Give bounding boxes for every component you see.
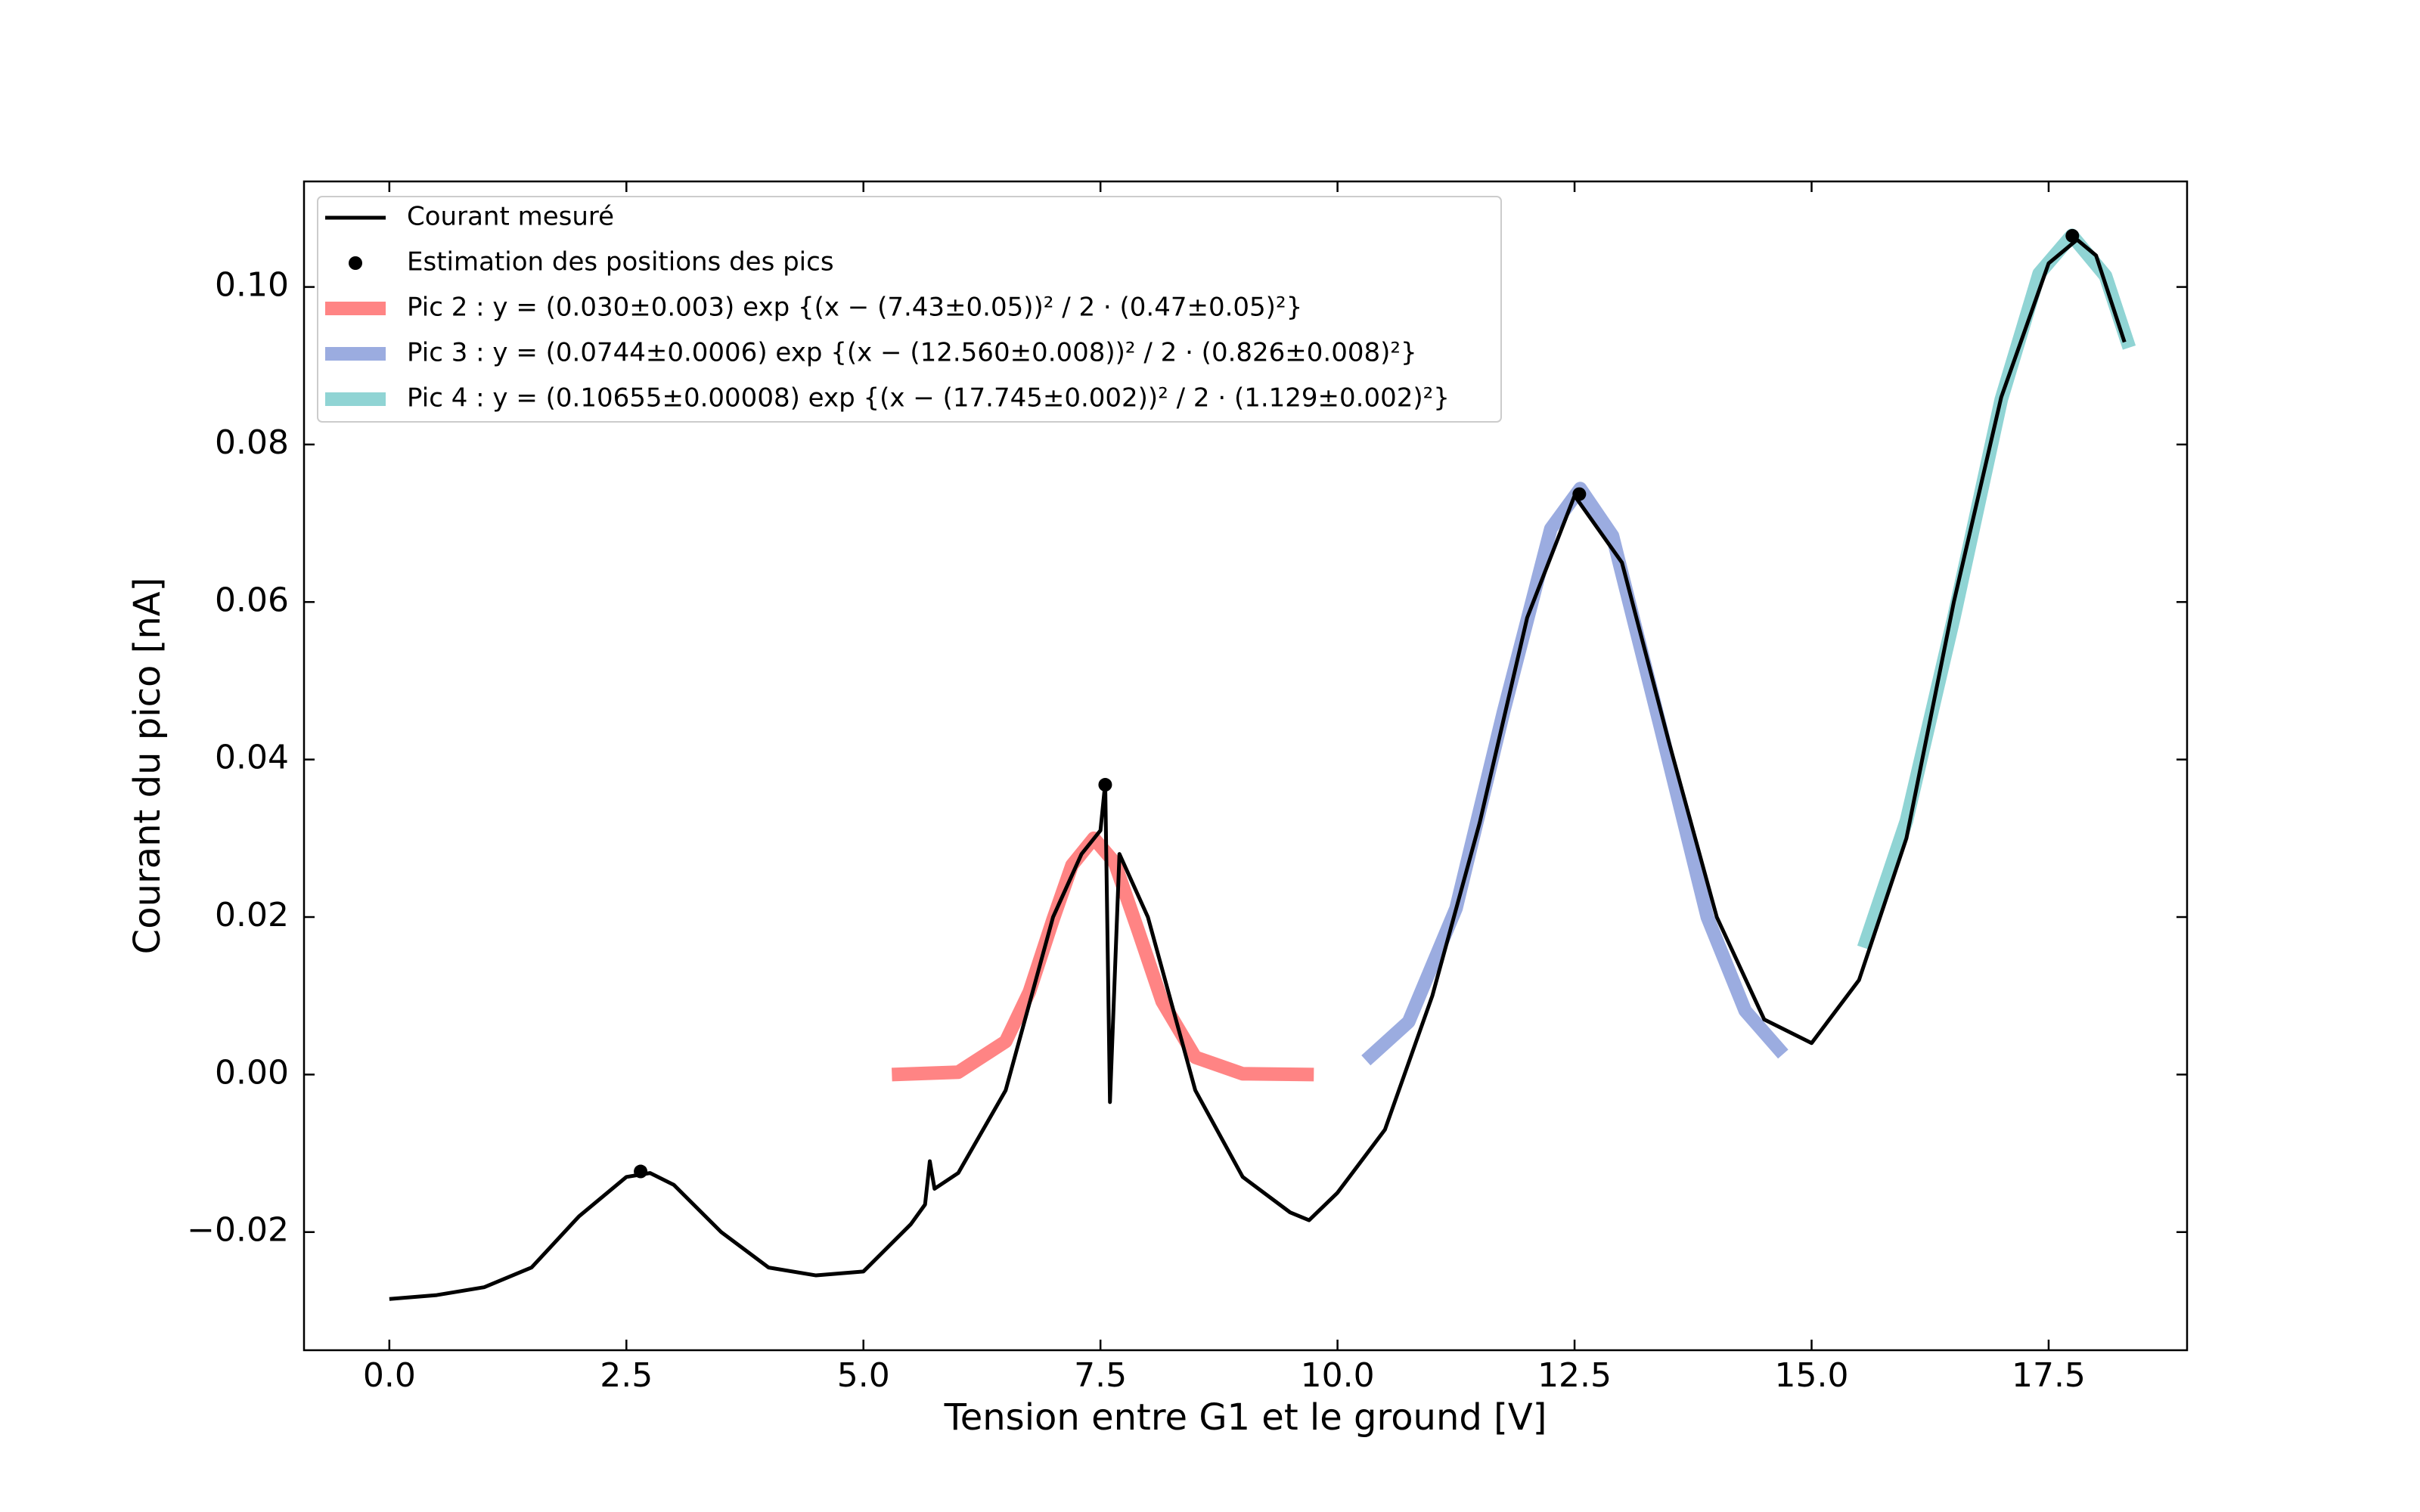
fit-curve [892, 831, 1314, 1082]
legend-label: Pic 2 : y = (0.030±0.003) exp {(x − (7.4… [407, 293, 1302, 323]
x-tick-label: 12.5 [1537, 1356, 1612, 1395]
legend-box [317, 196, 1502, 423]
fit-curve [1361, 482, 1789, 1066]
legend-label: Estimation des positions des pics [407, 247, 834, 277]
x-tick-label: 17.5 [2012, 1356, 2086, 1395]
peak-marker [1572, 487, 1587, 501]
x-tick-label: 15.0 [1775, 1356, 1849, 1395]
y-tick-label: 0.10 [215, 266, 289, 305]
peak-marker [634, 1164, 648, 1179]
y-tick-label: 0.04 [215, 739, 289, 777]
x-axis-label: Tension entre G1 et le ground [V] [944, 1396, 1547, 1439]
y-axis-label: Courant du pico [nA] [126, 578, 169, 955]
y-tick-label: −0.02 [187, 1211, 289, 1250]
y-tick-label: 0.02 [215, 896, 289, 934]
measured-line [389, 237, 2127, 1301]
x-tick-label: 0.0 [363, 1356, 416, 1395]
peak-marker [2065, 228, 2080, 243]
y-tick-label: 0.00 [215, 1053, 289, 1092]
peak-marker [1098, 778, 1112, 792]
y-tick-label: 0.06 [215, 581, 289, 619]
x-tick-label: 5.0 [837, 1356, 890, 1395]
legend-label: Courant mesuré [407, 202, 614, 232]
x-tick-label: 10.0 [1301, 1356, 1375, 1395]
plot-frame [302, 180, 2189, 1352]
legend-label: Pic 3 : y = (0.0744±0.0006) exp {(x − (1… [407, 338, 1417, 368]
legend-marker [349, 256, 362, 270]
x-tick-label: 2.5 [600, 1356, 653, 1395]
legend-label: Pic 4 : y = (0.10655±0.00008) exp {(x − … [407, 383, 1450, 414]
x-tick-label: 7.5 [1074, 1356, 1127, 1395]
y-tick-label: 0.08 [215, 423, 289, 462]
